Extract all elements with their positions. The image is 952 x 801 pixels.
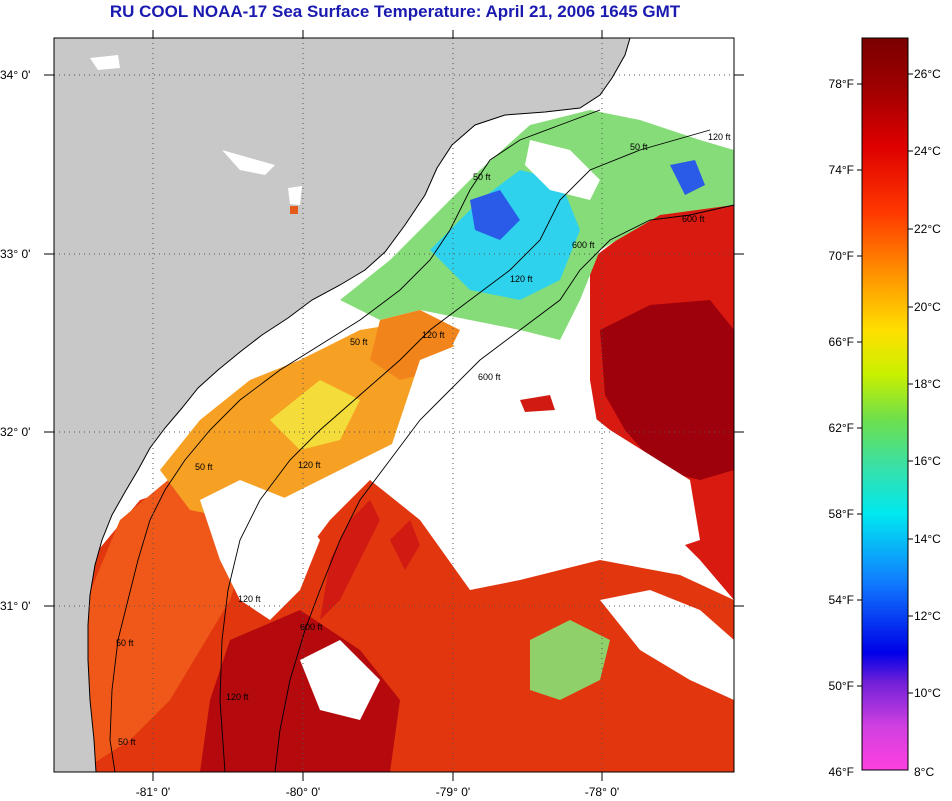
- warm-filament-3: [520, 395, 555, 412]
- lake-1: [90, 55, 120, 70]
- contour-label: 120 ft: [298, 460, 321, 470]
- contour-label: 600 ft: [572, 240, 595, 250]
- lon-label: -78° 0': [585, 785, 619, 799]
- c-label: 10°C: [914, 686, 941, 700]
- contour-50ft: [109, 109, 601, 772]
- c-label: 8°C: [914, 765, 934, 779]
- contour-label: 120 ft: [708, 132, 731, 142]
- contour-label: 50 ft: [630, 142, 648, 152]
- colorbar: [861, 37, 909, 771]
- cloud-hole-6: [620, 38, 734, 110]
- northeast-blue: [670, 160, 705, 195]
- contour-label: 50 ft: [350, 337, 368, 347]
- south-green-patch: [530, 620, 610, 700]
- lat-label: 34° 0': [0, 68, 30, 82]
- southwest-orange: [54, 470, 250, 772]
- hot-core: [600, 300, 734, 480]
- lat-label: 32° 0': [0, 425, 30, 439]
- colorbar-ticks: [857, 73, 913, 694]
- c-label: 12°C: [914, 609, 941, 623]
- longitude-labels: -81° 0' -80° 0' -79° 0' -78° 0': [136, 785, 619, 799]
- colorbar-fahrenheit-labels: 78°F 74°F 70°F 66°F 62°F 58°F 54°F 50°F …: [829, 77, 854, 779]
- contour-label: 120 ft: [226, 692, 249, 702]
- sst-field: [54, 38, 734, 772]
- latitude-labels: 34° 0' 33° 0' 32° 0' 31° 0': [0, 68, 30, 613]
- contour-label: 120 ft: [238, 594, 261, 604]
- f-label: 70°F: [829, 249, 854, 263]
- f-label: 74°F: [829, 163, 854, 177]
- contour-label: 50 ft: [118, 737, 136, 747]
- lat-label: 33° 0': [0, 247, 30, 261]
- f-label: 46°F: [829, 765, 854, 779]
- contour-label: 120 ft: [510, 274, 533, 284]
- contour-label: 600 ft: [682, 214, 705, 224]
- lat-label: 31° 0': [0, 599, 30, 613]
- lake-2: [222, 150, 275, 175]
- f-label: 78°F: [829, 77, 854, 91]
- contour-label: 50 ft: [116, 638, 134, 648]
- lake-3: [288, 186, 302, 205]
- warm-filament: [320, 500, 380, 620]
- colorbar-celsius-labels: 26°C 24°C 22°C 20°C 18°C 16°C 14°C 12°C …: [914, 67, 941, 779]
- contour-label: 50 ft: [195, 462, 213, 472]
- north-blue: [470, 190, 520, 240]
- mid-shelf-yellow: [270, 380, 360, 450]
- c-label: 16°C: [914, 454, 941, 468]
- lon-label: -80° 0': [286, 785, 320, 799]
- c-label: 26°C: [914, 67, 941, 81]
- map-frame: [53, 37, 735, 773]
- c-label: 24°C: [914, 144, 941, 158]
- map-ticks: [44, 30, 744, 781]
- land-mass: [54, 38, 631, 772]
- f-label: 66°F: [829, 335, 854, 349]
- c-label: 14°C: [914, 532, 941, 546]
- c-label: 22°C: [914, 222, 941, 236]
- graticule: [54, 38, 734, 772]
- contour-label: 120 ft: [422, 330, 445, 340]
- f-label: 50°F: [829, 679, 854, 693]
- lon-label: -79° 0': [436, 785, 470, 799]
- cloud-hole-3: [200, 480, 320, 620]
- warm-filament-2: [390, 520, 420, 570]
- c-label: 18°C: [914, 377, 941, 391]
- contour-label: 50 ft: [473, 172, 491, 182]
- lon-label: -81° 0': [136, 785, 170, 799]
- page-title: RU COOL NOAA-17 Sea Surface Temperature:…: [109, 2, 681, 21]
- cloud-hole-4: [600, 590, 734, 700]
- contour-labels: 50 ft 120 ft 600 ft 50 ft 120 ft 600 ft …: [116, 132, 731, 747]
- cloud-hole-1: [525, 140, 600, 200]
- cloud-hole-5: [300, 640, 380, 720]
- contour-label: 600 ft: [478, 372, 501, 382]
- f-label: 58°F: [829, 507, 854, 521]
- contour-label: 600 ft: [300, 622, 323, 632]
- f-label: 62°F: [829, 421, 854, 435]
- c-label: 20°C: [914, 300, 941, 314]
- cloud-hole-2: [380, 340, 700, 560]
- land-speck: [290, 206, 298, 214]
- f-label: 54°F: [829, 593, 854, 607]
- contour-120ft: [219, 129, 711, 772]
